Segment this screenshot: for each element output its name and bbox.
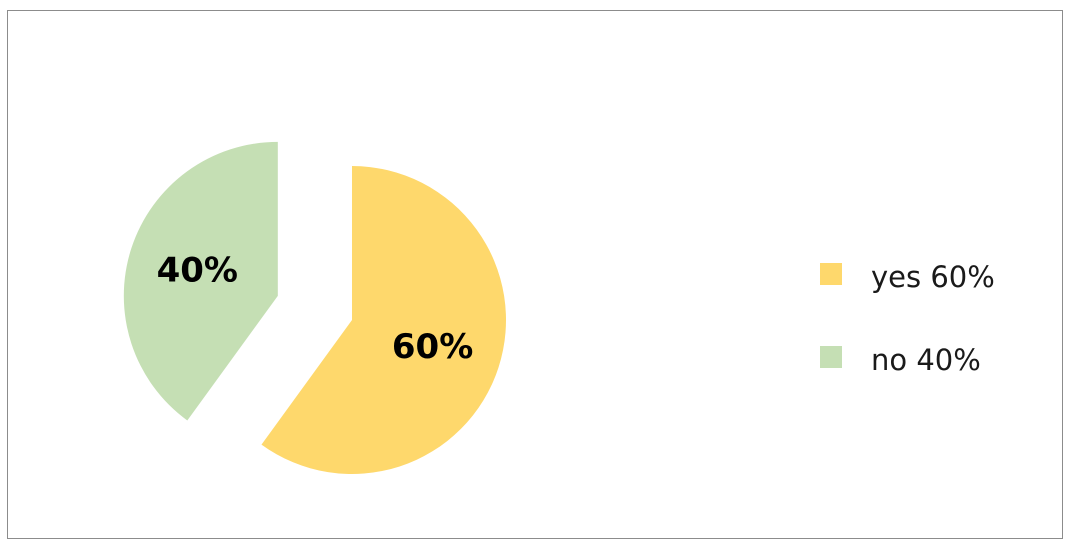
legend-swatch-no (820, 346, 842, 368)
labels-layer: 60% 40% (157, 251, 474, 368)
legend-label-yes: yes 60% (871, 260, 995, 294)
pie-slice-no (123, 141, 278, 421)
legend-label-no: no 40% (871, 343, 981, 377)
slices-layer (123, 141, 506, 475)
slice-label-no: 40% (157, 251, 238, 291)
slice-label-yes: 60% (392, 327, 473, 367)
pie-slice-yes (261, 166, 506, 475)
legend-swatch-yes (820, 263, 842, 285)
legend: yes 60% no 40% (820, 260, 995, 377)
